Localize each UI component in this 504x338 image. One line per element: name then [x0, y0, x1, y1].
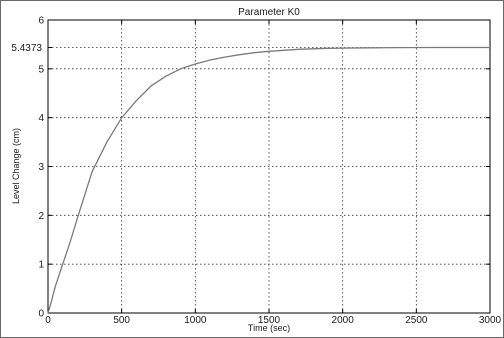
y-tick-label: 2	[38, 211, 44, 222]
x-tick-label: 1000	[184, 315, 207, 326]
y-axis-label: Level Change (cm)	[11, 128, 21, 204]
axis-ticks: 0 500 1000 1500 2000 2500 3000 0 1 2 3 4 5 6	[38, 16, 501, 327]
y-tick-label: 5	[38, 64, 44, 75]
x-tick-label: 3000	[479, 315, 502, 326]
y-tick-label: 6	[38, 16, 44, 27]
chart-title: Parameter K0	[238, 7, 300, 18]
grid-lines	[48, 20, 490, 313]
y-tick-label: 3	[38, 162, 44, 173]
x-tick-label: 1500	[258, 315, 281, 326]
y-tick-label: 1	[38, 260, 44, 271]
x-tick-label: 0	[45, 315, 51, 326]
y-tick-label: 0	[38, 309, 44, 320]
x-tick-label: 2000	[332, 315, 355, 326]
y-tick-label: 4	[38, 113, 44, 124]
final-value-annotation: 5.4373	[11, 43, 42, 54]
x-tick-label: 2500	[405, 315, 428, 326]
series-line	[47, 46, 490, 314]
x-axis-label: Time (sec)	[248, 323, 290, 333]
x-tick-label: 500	[113, 315, 130, 326]
